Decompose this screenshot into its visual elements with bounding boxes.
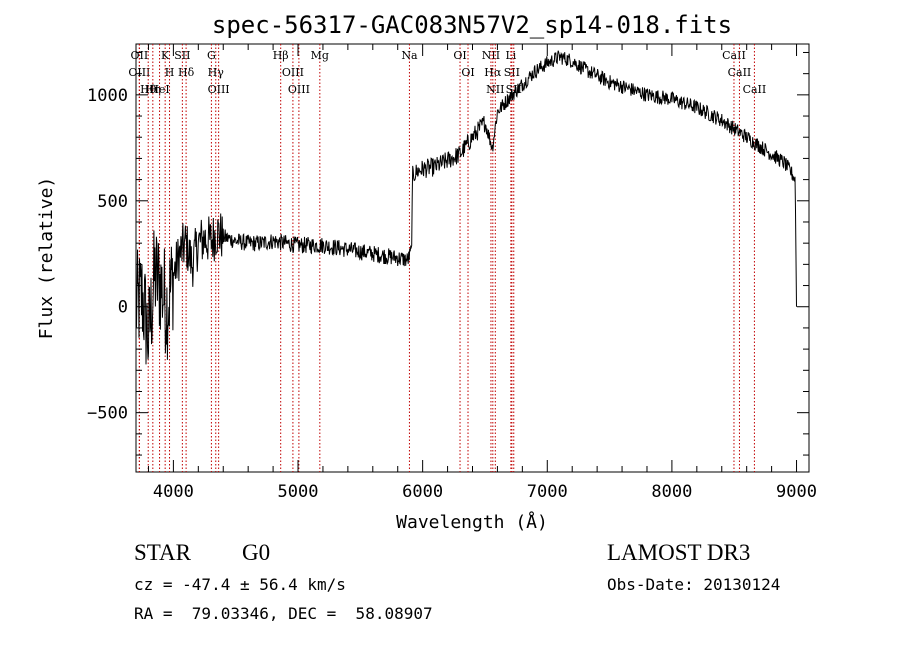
spectral-line-label: H [165,66,175,79]
y-axis-label: Flux (relative) [36,177,57,340]
x-tick-label: 8000 [651,482,692,502]
spectral-line-label: Hα [484,66,502,79]
spectral-line-label: K [161,49,170,62]
object-subclass: G0 [242,540,271,565]
spectral-line-label: Hη [145,83,161,96]
x-tick-label: 9000 [776,482,817,502]
spectral-line-label: CaII [722,49,746,62]
spectral-line-label: Hβ [273,49,289,62]
spectral-line-label: Li [505,49,516,62]
spectral-line-label: OIII [208,83,230,96]
spectral-line-label: CaII [728,66,752,79]
y-tick-label: 1000 [87,86,128,106]
spectral-line-label: NII [486,83,504,96]
spectral-line-label: Hγ [208,66,225,79]
spectral-line-label: OI [453,49,466,62]
spectral-line-label: Hδ [178,66,195,79]
x-tick-label: 5000 [278,482,319,502]
object-class: STAR [134,540,191,565]
chart-title: spec-56317-GAC083N57V2_sp14-018.fits [212,11,732,39]
spectral-line-label: OI [461,66,474,79]
observation-date: Obs-Date: 20130124 [607,575,781,594]
flux-series-layer [135,50,797,365]
spectral-line-label: G [207,49,216,62]
coordinates: RA = 79.03346, DEC = 58.08907 [134,604,433,623]
spectral-line-label: OIII [128,66,150,79]
spectral-line-label: SII [174,49,190,62]
spectral-line-label: Mg [311,49,329,62]
y-tick-label: 500 [97,192,128,212]
x-tick-label: 6000 [402,482,443,502]
spectral-line-label: SII [504,66,520,79]
spectral-line-label: OIII [282,66,304,79]
spectral-line-label: NII [482,49,500,62]
y-tick-label: 0 [118,298,128,318]
survey-name: LAMOST DR3 [607,540,751,565]
redshift-velocity: cz = -47.4 ± 56.4 km/s [134,575,346,594]
spectral-line-label: OIII [288,83,310,96]
spectral-line-label: HeI [149,83,169,96]
spectral-line-label: Na [401,49,418,62]
x-tick-label: 4000 [153,482,194,502]
y-tick-label: −500 [87,404,128,424]
spectral-line-label: CaII [743,83,767,96]
flux-line [135,50,797,365]
x-tick-label: 7000 [527,482,568,502]
spectral-lines-layer: OIIOIIIHθHηHeIKHSIIHδGHγOIIIHβOIIIOIIIMg… [128,44,766,472]
x-axis-label: Wavelength (Å) [396,511,548,533]
axes-layer: 4000 5000 6000 7000 8000 9000 −500 0 500 1000 [87,44,817,502]
